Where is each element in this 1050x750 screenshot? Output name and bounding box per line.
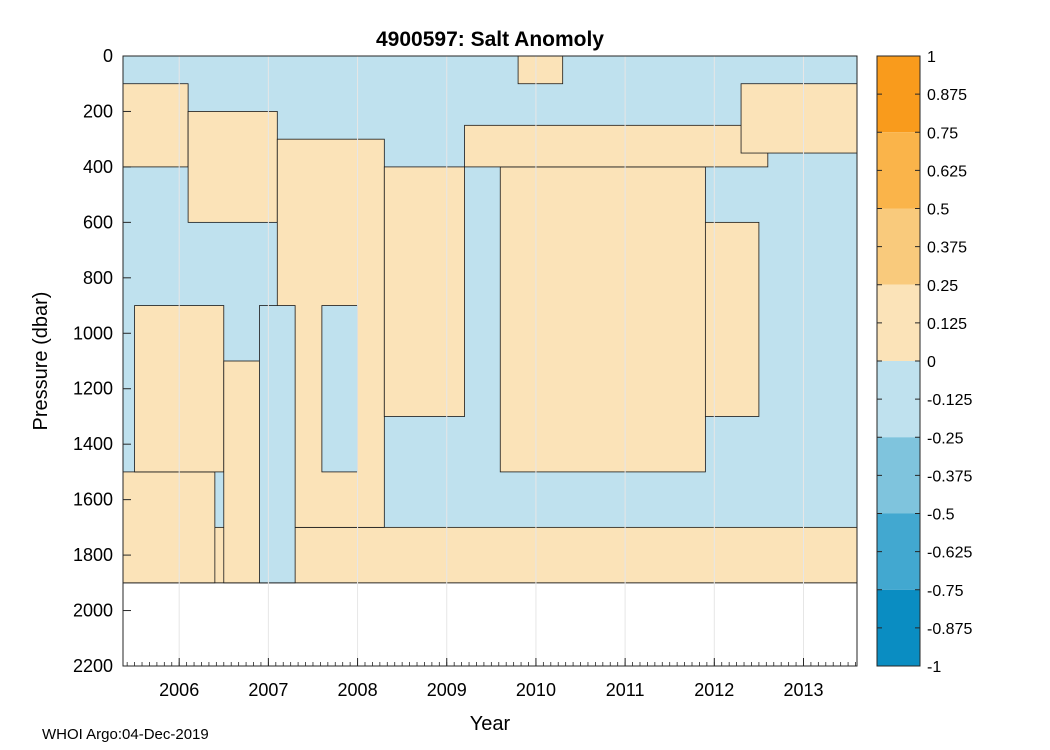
anomaly-region-positive [517,56,564,85]
colorbar-tick-label: 0.375 [927,240,967,257]
y-tick-label: 200 [83,101,113,121]
x-axis: 2006 2007 2008 2009 2010 2011 2012 2013 [126,658,856,700]
y-tick-label: 1400 [73,434,113,454]
x-tick-label: 2010 [516,680,556,700]
colorbar-swatch [877,513,920,590]
colorbar-tick-label: 0.125 [927,316,967,333]
colorbar-tick-label: -1 [927,659,941,676]
colorbar-tick-label: 0.625 [927,163,967,180]
colorbar-tick-label: -0.875 [927,621,972,638]
footer-credit: WHOI Argo:04-Dec-2019 [42,726,209,743]
x-tick-label: 2008 [338,680,378,700]
y-tick-label: 1200 [73,379,113,399]
anomaly-region-negative [321,305,358,473]
colorbar-tick-label: -0.125 [927,392,972,409]
y-tick-label: 0 [103,46,113,66]
x-tick-label: 2012 [694,680,734,700]
colorbar-tick-label: 0 [927,354,936,371]
colorbar-swatch [877,437,920,514]
y-tick-label: 2200 [73,656,113,676]
colorbar-tick-label: 0.25 [927,278,958,295]
y-tick-label: 600 [83,212,113,232]
colorbar-tick-label: 0.75 [927,125,958,142]
colorbar-tick-label: -0.25 [927,430,964,447]
y-tick-label: 2000 [73,601,113,621]
anomaly-region-positive [383,166,465,417]
x-tick-label: 2007 [248,680,288,700]
colorbar-tick-label: 1 [927,49,936,66]
colorbar-swatch [877,56,920,133]
x-tick-label: 2013 [783,680,823,700]
plot-area [123,56,857,584]
grid-layer [178,56,804,666]
y-tick-label: 1800 [73,545,113,565]
colorbar-tick-label: 0.5 [927,202,949,219]
y-tick-label: 1600 [73,490,113,510]
anomaly-region-positive [740,83,857,154]
colorbar-swatch [877,284,920,361]
colorbar-swatch [877,132,920,209]
colorbar-tick-label: -0.375 [927,468,972,485]
chart-title: 4900597: Salt Anomoly [376,28,604,51]
plot-frame [122,55,858,667]
y-axis: 0 200 400 600 800 1000 1200 1400 1600 1800 2000 220… [73,46,131,676]
colorbar-swatch [877,208,920,285]
y-tick-label: 1000 [73,323,113,343]
colorbar-tick-label: -0.75 [927,583,964,600]
anomaly-region-positive [704,221,760,417]
anomaly-region-positive [464,124,769,168]
y-tick-label: 800 [83,268,113,288]
anomaly-region-negative [259,305,296,584]
colorbar-swatch [877,589,920,666]
x-tick-label: 2009 [427,680,467,700]
x-tick-label: 2006 [159,680,199,700]
anomaly-region-positive [187,111,278,223]
y-tick-label: 400 [83,157,113,177]
anomaly-region-positive [123,471,216,584]
x-tick-label: 2011 [606,680,645,700]
colorbar-tick-label: 0.875 [927,87,967,104]
colorbar: 1 0.875 0.75 0.625 0.5 0.375 0.25 0.125 0 -0.125 -… [876,49,972,676]
y-axis-label: Pressure (dbar) [30,292,52,431]
colorbar-tick-label: -0.625 [927,545,972,562]
colorbar-tick-label: -0.5 [927,507,955,524]
x-axis-label: Year [470,713,511,735]
anomaly-region-positive [123,83,189,168]
anomaly-region-positive [499,166,706,473]
colorbar-swatch [877,361,920,438]
